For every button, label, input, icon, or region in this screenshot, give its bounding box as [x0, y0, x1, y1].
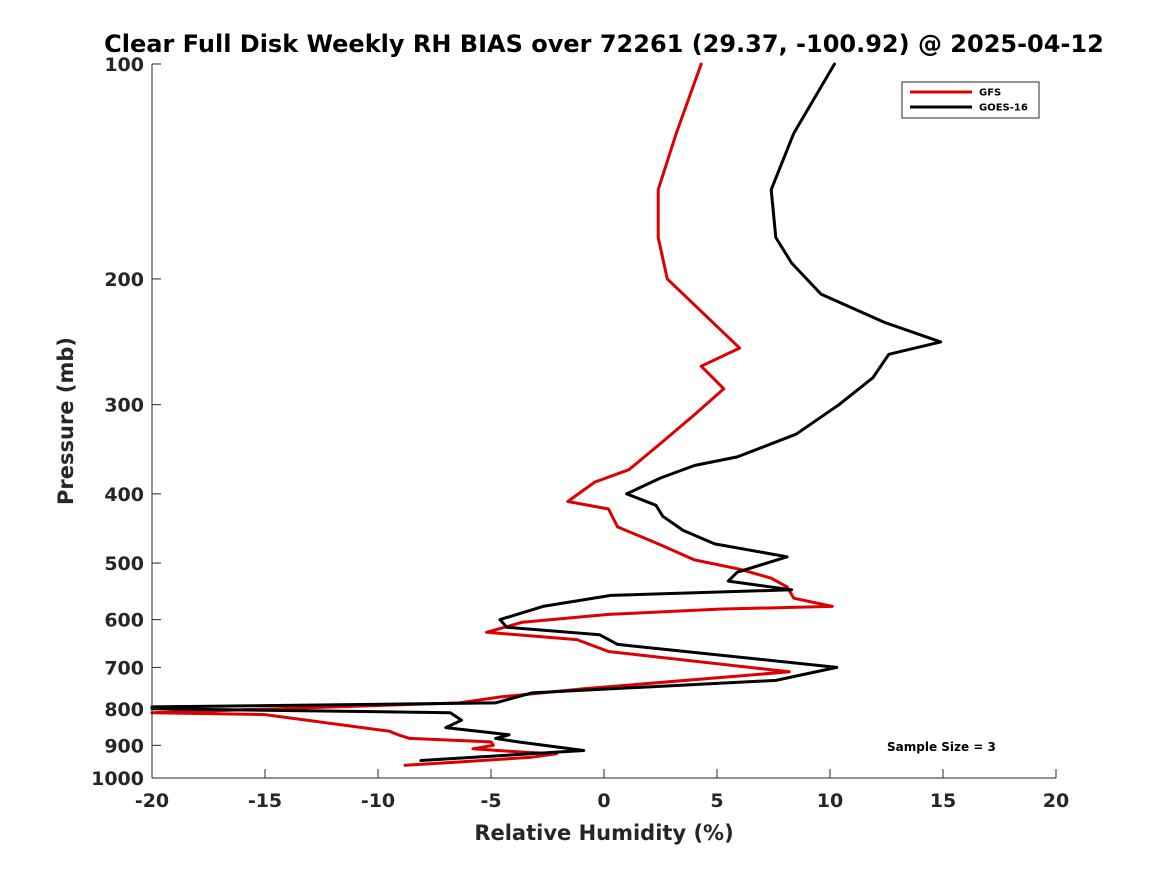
x-axis-ticks: -20 -15 -10 -5 0 5 10 15 20	[135, 769, 1069, 812]
y-tick-label: 200	[104, 269, 144, 291]
legend: GFS GOES-16	[901, 81, 1040, 119]
x-tick-label: -5	[480, 790, 501, 812]
legend-box	[901, 81, 1040, 119]
y-axis-ticks: 100 200 300 400 500 600 700 800 900 1000	[91, 54, 161, 790]
x-tick-label: 20	[1043, 790, 1069, 812]
x-tick-label: 0	[597, 790, 610, 812]
sample-size-annotation: Sample Size = 3	[887, 740, 996, 754]
plot-background	[152, 64, 1056, 778]
y-tick-label: 900	[104, 735, 144, 757]
legend-label: GOES-16	[979, 103, 1028, 114]
y-tick-label: 500	[104, 553, 144, 575]
plot-area: -20 -15 -10 -5 0 5 10 15 20 100 200 300 400 500 600 70…	[91, 54, 1069, 812]
y-tick-label: 700	[104, 657, 144, 679]
x-tick-label: -15	[248, 790, 282, 812]
series-layer	[150, 62, 943, 767]
series-line-goes-16	[150, 62, 943, 762]
x-tick-label: 15	[930, 790, 956, 812]
x-tick-label: -20	[135, 790, 169, 812]
chart-title: Clear Full Disk Weekly RH BIAS over 7226…	[104, 30, 1104, 58]
y-tick-label: 300	[104, 395, 144, 417]
legend-items: GFS GOES-16	[910, 88, 1028, 114]
x-axis-label: Relative Humidity (%)	[474, 821, 733, 845]
y-tick-label: 100	[104, 54, 144, 76]
y-tick-label: 1000	[91, 768, 144, 790]
y-tick-label: 400	[104, 484, 144, 506]
legend-label: GFS	[979, 88, 1001, 99]
series-line-gfs	[150, 62, 834, 767]
x-tick-label: 10	[817, 790, 843, 812]
x-tick-label: -10	[361, 790, 395, 812]
y-tick-label: 600	[104, 610, 144, 632]
y-tick-label: 800	[104, 699, 144, 721]
y-axis-label: Pressure (mb)	[54, 337, 78, 505]
x-tick-label: 5	[710, 790, 723, 812]
